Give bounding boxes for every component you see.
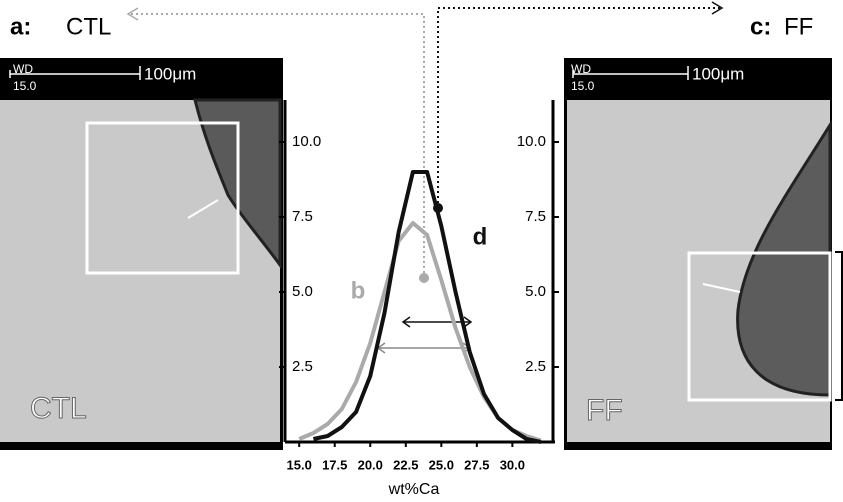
y-tick-label: 7.5 [525, 208, 546, 225]
y-tick-label: 5.0 [525, 283, 546, 300]
panel-a: WD 15.0 100μm CTL a: CTL [0, 13, 283, 450]
series-line [299, 223, 541, 441]
y-tick-label: 2.5 [525, 358, 546, 375]
series-label: b [351, 277, 366, 304]
wd-label: WD [571, 62, 591, 76]
panel-letter: c: [750, 13, 771, 40]
wd-label: WD [13, 62, 33, 76]
x-tick-label: 17.5 [322, 457, 347, 472]
x-tick-label: 30.0 [500, 457, 525, 472]
wd-value: 15.0 [13, 79, 37, 93]
y-tick-label: 5.0 [292, 283, 313, 300]
y-tick-label: 10.0 [292, 133, 321, 150]
panel-label: CTL [30, 392, 87, 425]
bracket [835, 252, 842, 400]
marker [419, 273, 429, 283]
x-tick-label: 15.0 [287, 457, 312, 472]
panel-label: FF [586, 394, 623, 427]
panel-c: WD 15.0 100μm FF c: FF [564, 13, 842, 450]
y-tick-label: 7.5 [292, 208, 313, 225]
x-tick-label: 27.5 [464, 457, 489, 472]
scale-label: 100μm [692, 64, 744, 83]
panel-title: FF [784, 13, 813, 40]
x-tick-label: 20.0 [358, 457, 383, 472]
panel-title: CTL [66, 13, 111, 40]
panel-letter: a: [10, 13, 31, 40]
x-tick-label: 25.0 [429, 457, 454, 472]
figure: WD 15.0 100μm CTL a: CTL WD 15.0 100μm F… [0, 0, 843, 502]
x-axis-label: wt%Ca [388, 481, 440, 498]
scale-label: 100μm [144, 64, 196, 83]
x-tick-label: 22.5 [393, 457, 418, 472]
chart: 2.5 2.5 5.0 5.0 7.5 7.5 10.0 10.0 15.0 17.5 20.0 22… [279, 100, 559, 498]
y-tick-label: 10.0 [517, 133, 546, 150]
y-tick-label: 2.5 [292, 358, 313, 375]
series-label: d [473, 223, 488, 250]
wd-value: 15.0 [571, 79, 595, 93]
